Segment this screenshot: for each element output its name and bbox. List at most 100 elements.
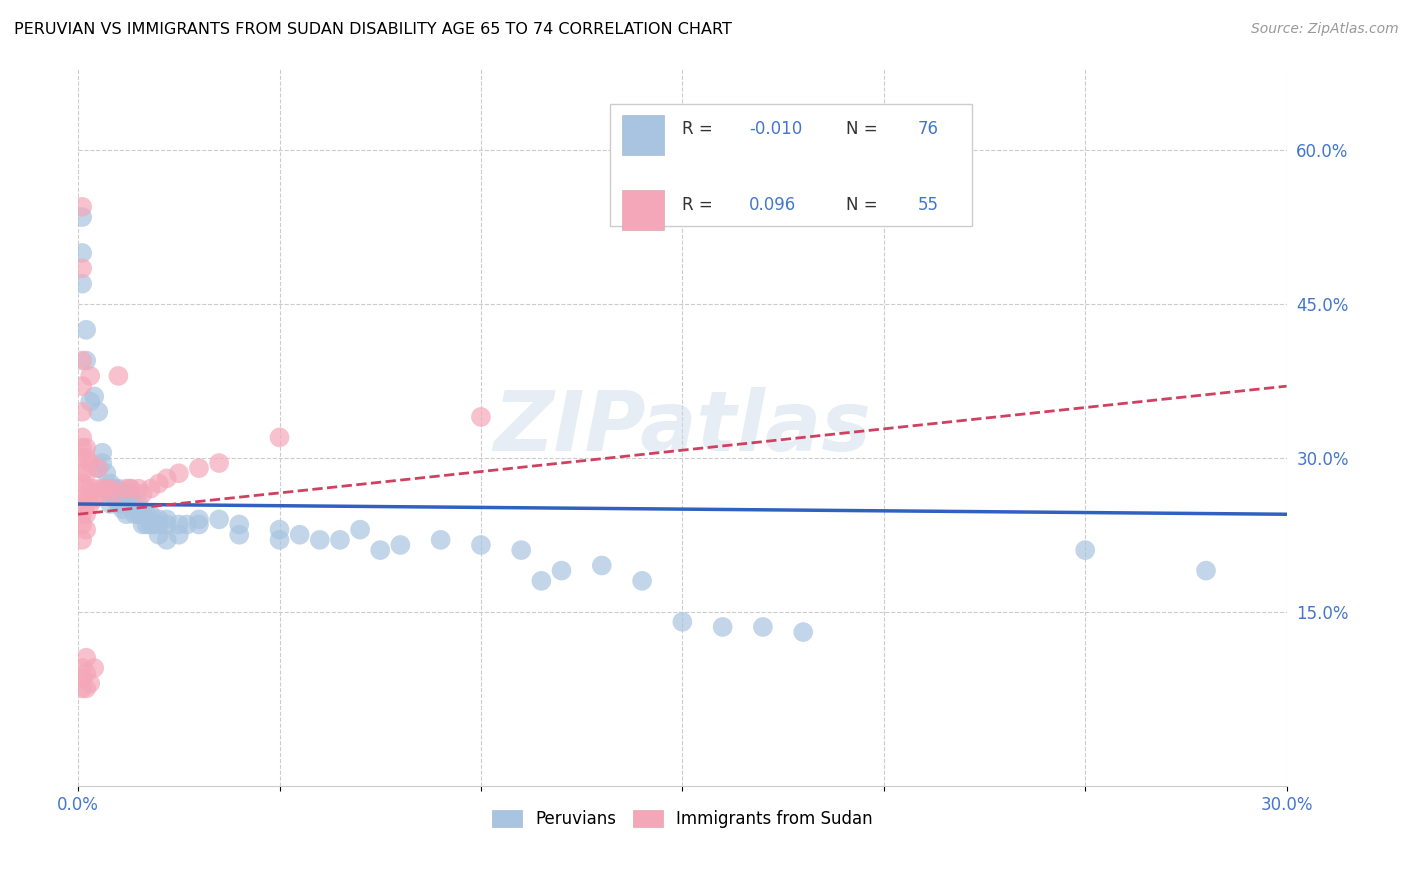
Point xyxy=(98,487,121,501)
Point xyxy=(120,482,142,496)
Point xyxy=(288,527,311,541)
Point xyxy=(131,517,153,532)
Point xyxy=(550,564,572,578)
Point xyxy=(70,210,93,224)
Point xyxy=(75,467,97,481)
Point xyxy=(70,405,93,419)
Point xyxy=(167,467,190,481)
Point xyxy=(208,456,231,470)
Point xyxy=(269,533,291,547)
Text: PERUVIAN VS IMMIGRANTS FROM SUDAN DISABILITY AGE 65 TO 74 CORRELATION CHART: PERUVIAN VS IMMIGRANTS FROM SUDAN DISABI… xyxy=(14,22,733,37)
Text: R =: R = xyxy=(682,120,718,138)
Point xyxy=(591,558,613,573)
Point xyxy=(79,368,101,383)
Point xyxy=(329,533,352,547)
Point xyxy=(115,487,138,501)
Point xyxy=(115,482,138,496)
Point xyxy=(349,523,371,537)
Point xyxy=(148,476,170,491)
Point xyxy=(148,527,170,541)
Point xyxy=(75,353,97,368)
Text: 0.096: 0.096 xyxy=(749,196,796,214)
Point xyxy=(1195,564,1218,578)
Point xyxy=(470,538,492,552)
Point xyxy=(792,625,814,640)
Point xyxy=(167,527,190,541)
Point xyxy=(135,517,157,532)
Point xyxy=(107,368,129,383)
Point xyxy=(98,482,121,496)
Point xyxy=(98,476,121,491)
Point xyxy=(143,517,166,532)
Point xyxy=(79,497,101,511)
Point xyxy=(1074,543,1097,558)
Point xyxy=(131,487,153,501)
Point xyxy=(128,508,150,522)
Point xyxy=(188,461,211,475)
Text: 55: 55 xyxy=(918,196,939,214)
Point xyxy=(308,533,330,547)
Point xyxy=(98,497,121,511)
Point xyxy=(83,661,105,675)
Point xyxy=(107,497,129,511)
Point xyxy=(75,650,97,665)
Point xyxy=(75,681,97,696)
Point xyxy=(368,543,391,558)
Point xyxy=(70,533,93,547)
Point xyxy=(70,246,93,260)
Text: ZIPatlas: ZIPatlas xyxy=(494,386,872,467)
Point xyxy=(70,353,93,368)
Point xyxy=(75,323,97,337)
Point xyxy=(530,574,553,588)
Point xyxy=(103,487,125,501)
Point xyxy=(96,482,118,496)
Point xyxy=(87,461,110,475)
Point xyxy=(631,574,654,588)
Point xyxy=(208,512,231,526)
Point xyxy=(167,517,190,532)
Point xyxy=(70,277,93,291)
Point xyxy=(269,430,291,444)
Point xyxy=(75,482,97,496)
Point xyxy=(70,508,93,522)
Point xyxy=(671,615,693,629)
Point xyxy=(70,681,93,696)
Text: Source: ZipAtlas.com: Source: ZipAtlas.com xyxy=(1251,22,1399,37)
Point xyxy=(139,517,162,532)
Point xyxy=(128,482,150,496)
Point xyxy=(75,508,97,522)
Bar xyxy=(621,115,664,154)
Point xyxy=(70,661,93,675)
Point xyxy=(103,482,125,496)
Point xyxy=(103,491,125,506)
Point xyxy=(107,491,129,506)
Point xyxy=(70,200,93,214)
Point xyxy=(228,517,250,532)
Point xyxy=(70,491,93,506)
Point xyxy=(711,620,734,634)
Point xyxy=(70,517,93,532)
FancyBboxPatch shape xyxy=(610,104,973,227)
Point xyxy=(75,441,97,455)
Point xyxy=(70,441,93,455)
Point xyxy=(120,482,142,496)
Point xyxy=(510,543,533,558)
Point xyxy=(96,467,118,481)
Point xyxy=(148,512,170,526)
Point xyxy=(75,450,97,465)
Point xyxy=(91,456,114,470)
Point xyxy=(115,508,138,522)
Text: N =: N = xyxy=(845,120,883,138)
Point xyxy=(128,497,150,511)
Point xyxy=(156,512,179,526)
Point xyxy=(70,467,93,481)
Point xyxy=(111,497,134,511)
Point xyxy=(79,456,101,470)
Point xyxy=(70,261,93,276)
Point xyxy=(70,450,93,465)
Point xyxy=(83,482,105,496)
Point xyxy=(188,512,211,526)
Point xyxy=(115,497,138,511)
Point xyxy=(87,405,110,419)
Point xyxy=(389,538,412,552)
